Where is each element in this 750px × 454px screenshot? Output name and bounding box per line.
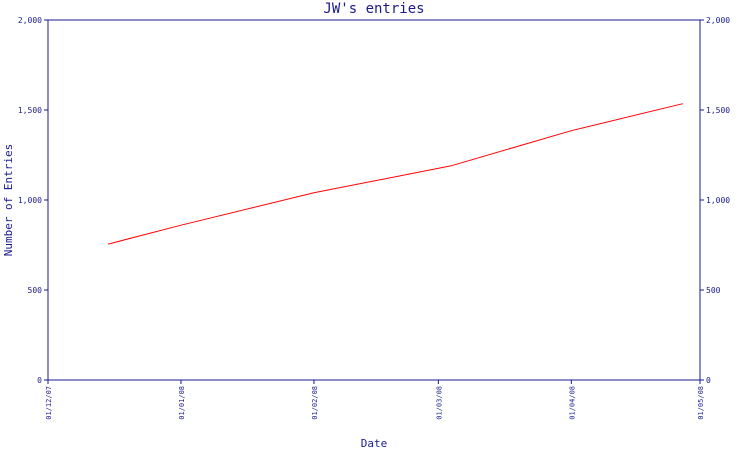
- x-axis-title: Date: [361, 437, 388, 450]
- x-tick-label: 01/01/08: [178, 386, 186, 420]
- chart-title: JW's entries: [323, 1, 424, 17]
- series-layer: [107, 103, 683, 245]
- x-tick-label: 01/05/08: [697, 386, 705, 420]
- y-tick-label-left: 500: [28, 286, 43, 295]
- y-tick-label-right: 0: [706, 376, 711, 385]
- y-axis-left: 0 500 1,000 1,500 2,000: [18, 16, 48, 385]
- y-axis-right: 0 500 1,000 1,500 2,000: [700, 16, 730, 385]
- y-tick-label-right: 1,500: [706, 106, 730, 115]
- y-tick-label-right: 500: [706, 286, 721, 295]
- x-tick-label: 01/02/08: [311, 386, 319, 420]
- x-tick-label: 01/04/08: [568, 386, 576, 420]
- y-tick-label-left: 1,500: [18, 106, 42, 115]
- y-tick-label-right: 2,000: [706, 16, 730, 25]
- y-tick-label-right: 1,000: [706, 196, 730, 205]
- y-tick-label-left: 2,000: [18, 16, 42, 25]
- x-axis: 01/12/07 01/01/08 01/02/08 01/03/08 01/04/08…: [45, 380, 705, 420]
- series-line: [107, 103, 683, 245]
- y-tick-label-left: 0: [37, 376, 42, 385]
- y-axis-title: Number of Entries: [2, 144, 15, 257]
- x-tick-label: 01/12/07: [45, 386, 53, 420]
- y-tick-label-left: 1,000: [18, 196, 42, 205]
- plot-frame: [47, 19, 701, 381]
- plot-border: [47, 19, 701, 381]
- x-tick-label: 01/03/08: [435, 386, 443, 420]
